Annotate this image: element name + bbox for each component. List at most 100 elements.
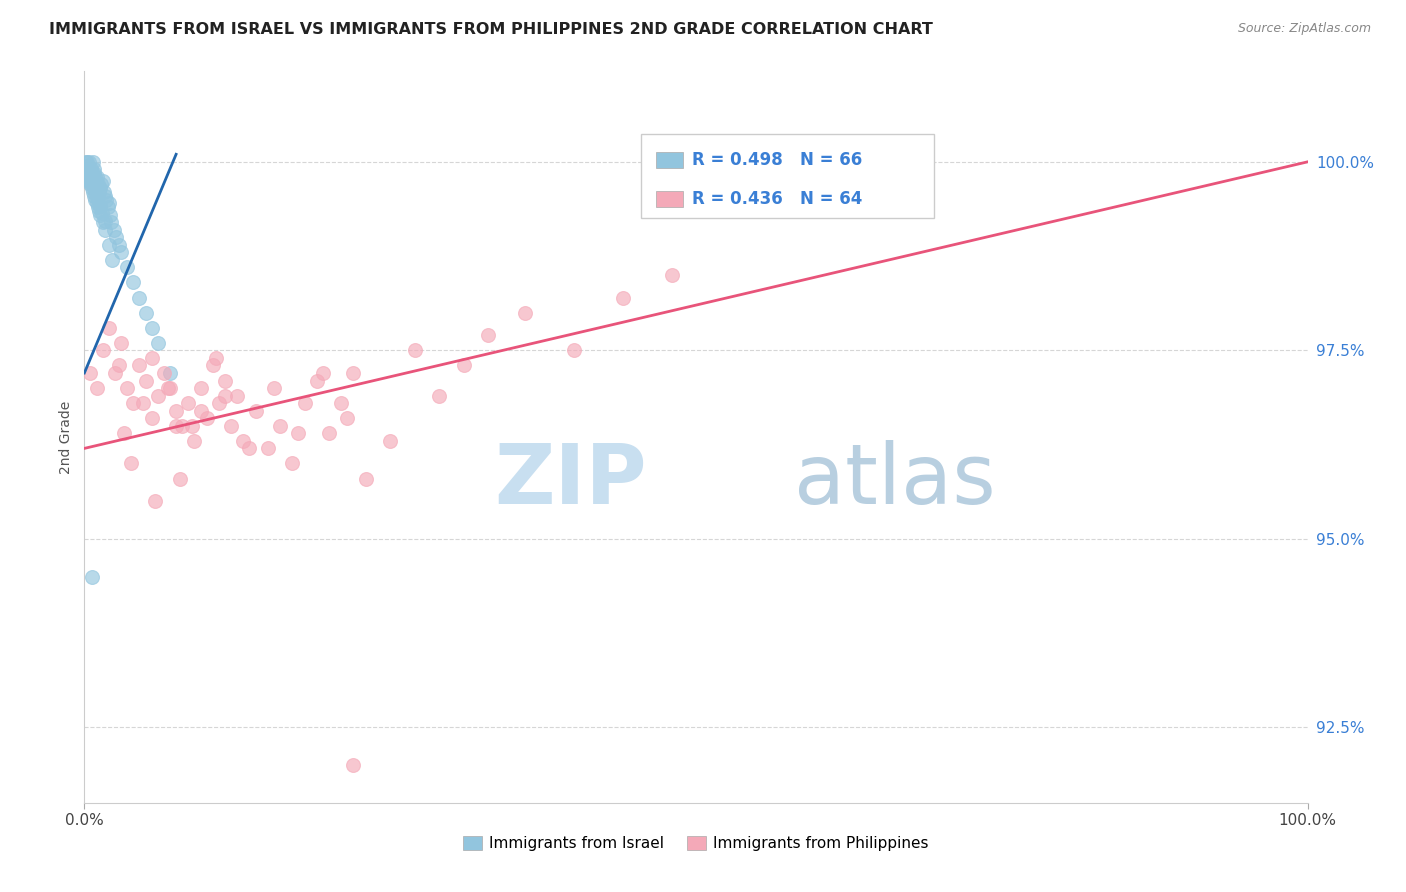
Text: Source: ZipAtlas.com: Source: ZipAtlas.com	[1237, 22, 1371, 36]
Point	[77, 154, 100, 169]
Point	[132, 396, 155, 410]
Point	[336, 411, 359, 425]
Point	[86, 381, 108, 395]
Point	[214, 389, 236, 403]
Point	[232, 434, 254, 448]
Point	[107, 359, 129, 373]
Point	[305, 374, 328, 388]
Point	[101, 252, 124, 267]
Point	[143, 494, 166, 508]
Point	[205, 351, 228, 365]
Point	[354, 471, 377, 485]
Point	[661, 268, 683, 282]
FancyBboxPatch shape	[641, 134, 935, 218]
Point	[104, 366, 127, 380]
Point	[115, 381, 138, 395]
Point	[122, 276, 145, 290]
Text: ZIP: ZIP	[495, 441, 647, 522]
Point	[100, 215, 122, 229]
Point	[87, 185, 110, 199]
Point	[214, 374, 236, 388]
Point	[94, 188, 117, 202]
Point	[84, 178, 107, 192]
Point	[84, 174, 107, 188]
Point	[342, 366, 364, 380]
Point	[294, 396, 316, 410]
Point	[77, 166, 100, 180]
Text: atlas: atlas	[794, 441, 995, 522]
Point	[97, 320, 120, 334]
Point	[513, 306, 536, 320]
Point	[146, 335, 169, 350]
Point	[281, 457, 304, 471]
Point	[90, 178, 112, 192]
Point	[201, 359, 224, 373]
Point	[404, 343, 426, 358]
Point	[110, 245, 132, 260]
Point	[79, 366, 101, 380]
Point	[269, 418, 291, 433]
Point	[83, 188, 105, 202]
Point	[97, 200, 120, 214]
Point	[96, 193, 118, 207]
Point	[80, 181, 103, 195]
FancyBboxPatch shape	[655, 153, 682, 169]
Point	[128, 291, 150, 305]
Point	[172, 418, 194, 433]
Point	[83, 178, 105, 193]
Point	[190, 403, 212, 417]
Point	[165, 418, 187, 433]
Point	[112, 426, 135, 441]
Point	[84, 193, 107, 207]
Point	[122, 396, 145, 410]
Point	[82, 569, 104, 583]
Point	[79, 178, 101, 192]
Point	[257, 442, 280, 456]
Point	[380, 434, 402, 448]
Point	[76, 154, 98, 169]
Point	[287, 426, 309, 441]
Point	[80, 166, 103, 180]
Point	[342, 758, 364, 772]
Point	[159, 381, 181, 395]
Point	[79, 169, 101, 184]
Point	[89, 198, 111, 212]
Point	[141, 351, 163, 365]
Point	[77, 169, 100, 184]
Point	[263, 381, 285, 395]
Point	[312, 366, 335, 380]
Y-axis label: 2nd Grade: 2nd Grade	[59, 401, 73, 474]
Point	[89, 208, 111, 222]
Point	[93, 185, 115, 199]
Point	[177, 396, 200, 410]
Point	[330, 396, 353, 410]
Point	[98, 208, 121, 222]
Point	[165, 403, 187, 417]
Point	[83, 162, 105, 177]
Point	[141, 411, 163, 425]
Point	[75, 154, 97, 169]
Point	[91, 206, 114, 220]
Point	[115, 260, 138, 275]
Point	[80, 162, 103, 177]
Point	[190, 381, 212, 395]
Point	[83, 184, 105, 198]
Point	[107, 237, 129, 252]
Point	[453, 359, 475, 373]
Point	[105, 230, 128, 244]
Point	[87, 178, 110, 192]
FancyBboxPatch shape	[655, 191, 682, 207]
Point	[159, 366, 181, 380]
Point	[120, 457, 142, 471]
Point	[83, 166, 105, 180]
Point	[76, 159, 98, 173]
Point	[79, 174, 101, 188]
Point	[146, 389, 169, 403]
Point	[87, 203, 110, 218]
Point	[82, 154, 104, 169]
Point	[156, 381, 179, 395]
Point	[238, 442, 260, 456]
Point	[97, 196, 120, 211]
Point	[135, 374, 157, 388]
Point	[141, 320, 163, 334]
